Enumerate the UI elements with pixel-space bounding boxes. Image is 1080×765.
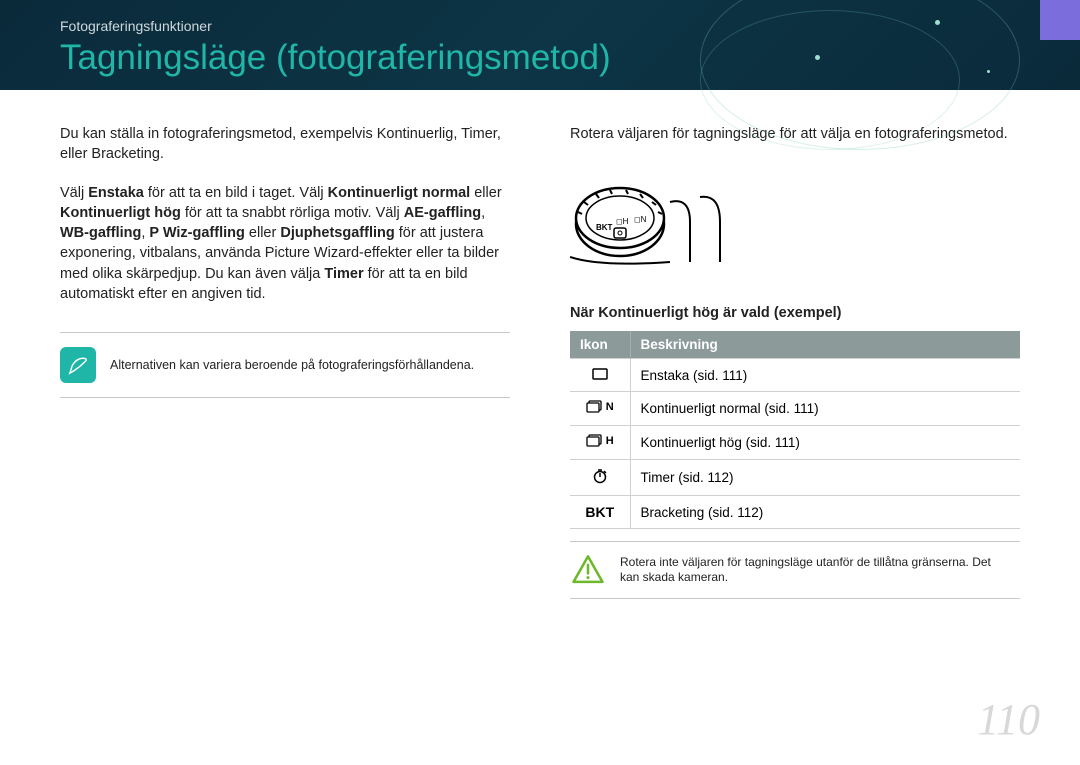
icon-table: Ikon Beskrivning Enstaka (sid. 111) N Kont…: [570, 331, 1020, 529]
page-title: Tagningsläge (fotograferingsmetod): [60, 38, 1020, 78]
table-row: H Kontinuerligt hög (sid. 111): [570, 426, 1020, 460]
drive-mode-icon: [592, 368, 608, 380]
desc-cell: Timer (sid. 112): [630, 460, 1020, 496]
icon-cell: [570, 359, 630, 392]
drive-mode-icon: [592, 468, 608, 484]
dial-illustration: BKT ◻H ◻N: [570, 172, 810, 282]
col-header-desc: Beskrivning: [630, 331, 1020, 359]
svg-text:BKT: BKT: [596, 223, 613, 232]
desc-cell: Enstaka (sid. 111): [630, 359, 1020, 392]
rotate-instruction: Rotera väljaren för tagningsläge för att…: [570, 124, 1020, 144]
pen-note-icon: [60, 347, 96, 383]
icon-cell: H: [570, 426, 630, 460]
caution-text: Rotera inte väljaren för tagningsläge ut…: [620, 555, 1010, 586]
decorative-dot: [987, 70, 990, 73]
section-label: Fotograferingsfunktioner: [60, 18, 1020, 34]
table-row: BKTBracketing (sid. 112): [570, 496, 1020, 529]
table-row: N Kontinuerligt normal (sid. 111): [570, 392, 1020, 426]
svg-text:◻H: ◻H: [616, 217, 629, 226]
intro-paragraph: Du kan ställa in fotograferingsmetod, ex…: [60, 124, 510, 165]
svg-text:◻N: ◻N: [634, 215, 647, 224]
detail-paragraph: Välj Enstaka för att ta en bild i taget.…: [60, 183, 510, 305]
table-row: Timer (sid. 112): [570, 460, 1020, 496]
table-header-row: Ikon Beskrivning: [570, 331, 1020, 359]
right-column: Rotera väljaren för tagningsläge för att…: [570, 124, 1020, 599]
example-subheading: När Kontinuerligt hög är vald (exempel): [570, 305, 1020, 321]
page-header: Fotograferingsfunktioner Tagningsläge (f…: [0, 0, 1080, 90]
icon-cell: BKT: [570, 496, 630, 529]
table-row: Enstaka (sid. 111): [570, 359, 1020, 392]
content-area: Du kan ställa in fotograferingsmetod, ex…: [0, 90, 1080, 599]
drive-mode-icon: H: [586, 434, 614, 448]
desc-cell: Kontinuerligt hög (sid. 111): [630, 426, 1020, 460]
note-text: Alternativen kan variera beroende på fot…: [110, 358, 474, 372]
note-box: Alternativen kan variera beroende på fot…: [60, 332, 510, 398]
icon-cell: N: [570, 392, 630, 426]
caution-box: Rotera inte väljaren för tagningsläge ut…: [570, 541, 1020, 599]
decorative-dot: [935, 20, 940, 25]
warning-triangle-icon: [570, 552, 606, 588]
drive-mode-icon: N: [586, 400, 614, 414]
page-number: 110: [977, 694, 1040, 745]
decorative-dot: [815, 55, 820, 60]
left-column: Du kan ställa in fotograferingsmetod, ex…: [60, 124, 510, 599]
icon-cell: [570, 460, 630, 496]
desc-cell: Kontinuerligt normal (sid. 111): [630, 392, 1020, 426]
desc-cell: Bracketing (sid. 112): [630, 496, 1020, 529]
col-header-icon: Ikon: [570, 331, 630, 359]
